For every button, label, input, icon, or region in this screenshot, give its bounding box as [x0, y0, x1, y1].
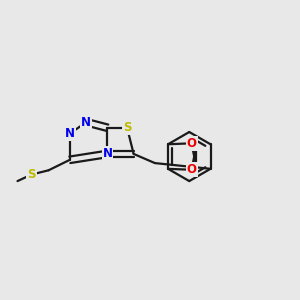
- Text: N: N: [65, 127, 75, 140]
- Text: N: N: [81, 116, 91, 129]
- Text: S: S: [123, 121, 131, 134]
- Text: N: N: [103, 147, 112, 161]
- Text: S: S: [27, 168, 36, 181]
- Text: O: O: [187, 137, 196, 150]
- Text: O: O: [187, 163, 196, 176]
